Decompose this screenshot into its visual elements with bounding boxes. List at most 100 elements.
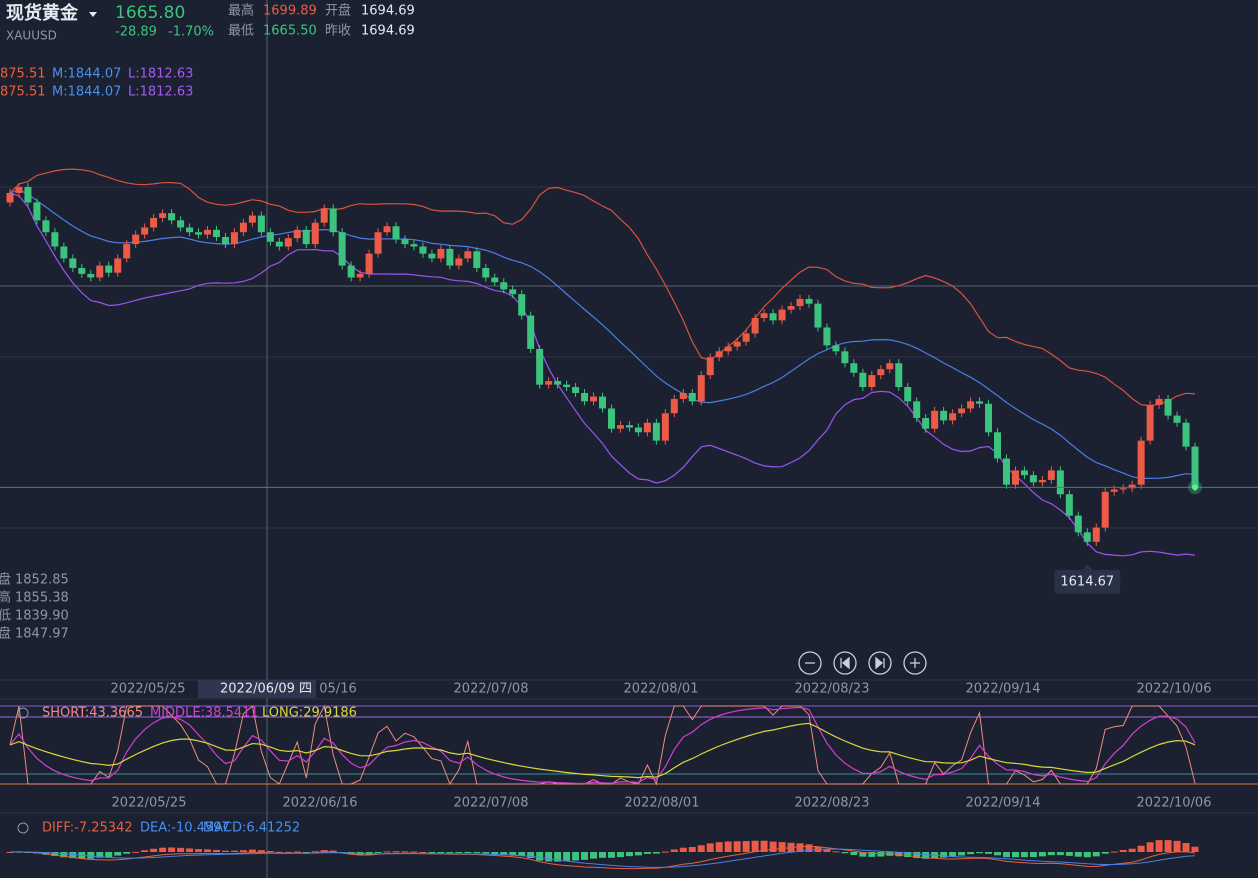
macd-bar [706, 843, 714, 852]
macd-bar [1011, 852, 1019, 858]
macd-bar [563, 852, 571, 862]
macd-bar [51, 852, 59, 857]
candle-body [976, 401, 984, 404]
candle-body [814, 303, 822, 328]
candle-body [230, 232, 238, 245]
macd-bar [186, 848, 194, 852]
candle-body [1146, 404, 1154, 441]
macd-bar [141, 850, 149, 852]
candle-body [42, 220, 50, 233]
candle-body [329, 208, 337, 233]
macd-bar [1101, 852, 1109, 854]
macd-bar [428, 852, 436, 853]
jump-start-button[interactable] [833, 651, 857, 675]
macd-bar [949, 852, 957, 857]
candle-body [958, 408, 966, 414]
candle-body [796, 298, 804, 307]
macd-bar [401, 851, 409, 853]
candle-body [293, 229, 301, 239]
symbol-dropdown[interactable] [89, 12, 97, 17]
candle-body [1191, 446, 1199, 488]
boll-lower: L:1812.63 [128, 85, 193, 100]
candle-body [239, 222, 247, 233]
candle-body [284, 238, 292, 247]
macd-bar [311, 851, 319, 853]
candle-body [895, 363, 903, 388]
macd-bar [177, 847, 185, 852]
macd-bar [877, 852, 885, 857]
info-value: 1839.90 [15, 609, 69, 624]
macd-bar [679, 847, 687, 852]
candle-body [823, 327, 831, 346]
date-label: 2022/09/14 [966, 682, 1041, 697]
macd-bar [643, 852, 651, 854]
price-change-pct: -1.70% [168, 25, 214, 40]
macd-bar [616, 852, 624, 858]
candle-body [482, 267, 490, 278]
candle-body [1029, 475, 1037, 483]
macd-bar [464, 852, 472, 853]
macd-bar [805, 844, 813, 852]
macd-bar [159, 847, 167, 852]
candle-body [859, 372, 867, 388]
macd-bar [652, 852, 660, 854]
jump-end-button[interactable] [868, 651, 892, 675]
indicator-settings[interactable] [17, 707, 29, 719]
candle-body [841, 351, 849, 364]
long-line [9, 722, 1196, 779]
boll-middle-line [9, 189, 1196, 480]
macd-bar [446, 852, 454, 853]
candle-body [473, 251, 481, 268]
candle-body [87, 273, 95, 278]
macd-bar [904, 852, 912, 858]
candle-body [437, 248, 445, 259]
candle-body [868, 375, 876, 388]
date-label: 2022/09/14 [966, 796, 1041, 811]
candle-body [527, 315, 535, 349]
macd-bar [1119, 849, 1127, 852]
macd-value: MACD:6.41252 [203, 821, 300, 836]
candle-body [248, 215, 256, 223]
macd-settings[interactable] [17, 822, 29, 834]
macd-bar [1191, 846, 1199, 852]
candle-body [509, 289, 517, 295]
macd-bar [212, 849, 220, 852]
macd-diff: DIFF:-7.25342 [42, 821, 133, 836]
middle-line [9, 706, 1196, 785]
candle-body [195, 232, 203, 235]
date-label: 2022/07/08 [454, 796, 529, 811]
symbol-name[interactable]: 现货黄金 [6, 2, 79, 24]
macd-bar [248, 849, 256, 852]
candle-body [365, 253, 373, 274]
candle-body [931, 410, 939, 429]
macd-bar [1164, 840, 1172, 852]
macd-bar [221, 850, 229, 852]
zoom-out-button[interactable] [798, 651, 822, 675]
info-value: 1847.97 [15, 627, 69, 642]
macd-bar [96, 852, 104, 858]
macd-bar [590, 852, 598, 859]
zoom-in-button[interactable] [903, 651, 927, 675]
short-line [9, 704, 1196, 786]
macd-bar [1074, 852, 1082, 857]
candle-body [105, 265, 113, 273]
date-label: 2022/07/08 [454, 682, 529, 697]
macd-bar [625, 852, 633, 857]
candle-body [6, 192, 14, 203]
macd-bar [293, 851, 301, 853]
info-value: 1855.38 [15, 591, 69, 606]
candle-body [320, 208, 328, 223]
macd-bar [410, 851, 418, 853]
macd-bar [302, 852, 310, 853]
candle-body [1020, 470, 1028, 476]
candle-body [464, 251, 472, 259]
candle-body [1065, 494, 1073, 516]
date-label: 05/16 [319, 682, 356, 697]
macd-bar [87, 852, 95, 859]
macd-bar [42, 852, 50, 855]
low-marker-arrow [1082, 563, 1093, 570]
candle-body [985, 403, 993, 433]
date-label: 2022/05/25 [111, 682, 186, 697]
